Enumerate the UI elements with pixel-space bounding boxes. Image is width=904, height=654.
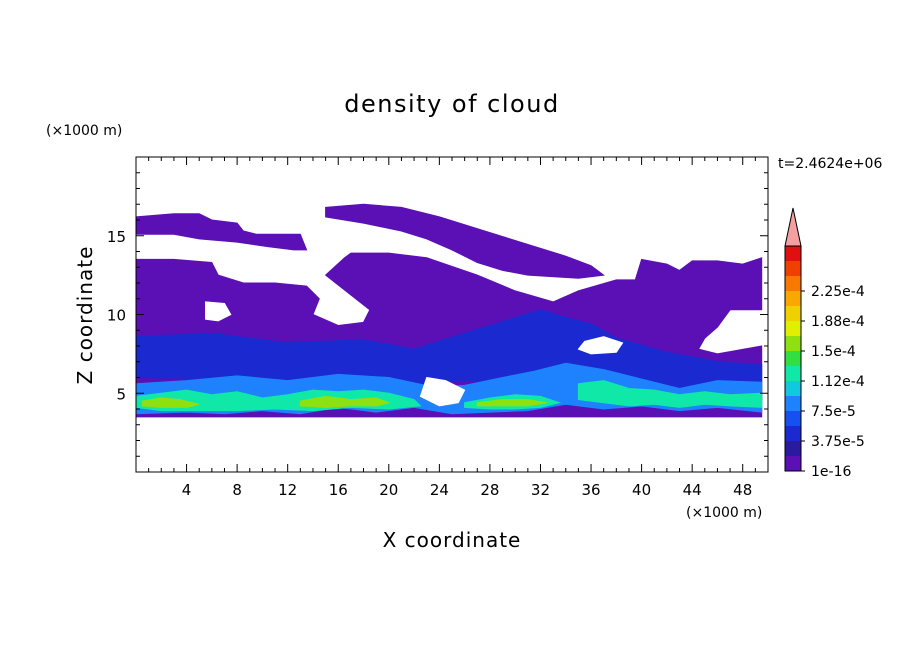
- y-tick-label: 5: [116, 385, 126, 403]
- cloud-region-7: [577, 380, 763, 408]
- x-tick-label: 20: [379, 481, 398, 499]
- clear-gap-region: [577, 336, 624, 355]
- colorbar-segment: [785, 381, 801, 396]
- x-tick-label: 12: [278, 481, 297, 499]
- cloud-region-0: [135, 213, 308, 251]
- colorbar-label: 1.5e-4: [811, 344, 856, 360]
- colorbar-segment: [785, 291, 801, 306]
- cloud-region-8: [141, 397, 200, 408]
- x-tick-label: 44: [683, 481, 702, 499]
- colorbar-segment: [785, 441, 801, 456]
- x-tick-label: 4: [182, 481, 192, 499]
- y-axis-ticks: 5 10 15: [107, 172, 768, 457]
- x-unit-label: (×1000 m): [686, 505, 762, 521]
- y-unit-label: (×1000 m): [46, 123, 122, 139]
- colorbar: 1e-16 3.75e-5 7.5e-5 1.12e-4 1.5e-4 1.88e-4 2.…: [784, 207, 865, 480]
- contour-regions: [135, 203, 763, 418]
- x-tick-label: 24: [430, 481, 449, 499]
- colorbar-label: 1e-16: [811, 464, 851, 480]
- time-label: t=2.4624e+06: [778, 156, 882, 172]
- y-tick-label: 10: [107, 307, 126, 325]
- colorbar-label: 3.75e-5: [811, 434, 865, 450]
- y-tick-label: 15: [107, 228, 126, 246]
- clear-gap-region: [205, 301, 232, 322]
- colorbar-segment: [785, 276, 801, 291]
- x-tick-label: 32: [531, 481, 550, 499]
- cloud-region-1: [325, 203, 605, 279]
- x-tick-label: 8: [232, 481, 242, 499]
- colorbar-segment: [785, 336, 801, 351]
- x-tick-label: 36: [581, 481, 600, 499]
- colorbar-segment: [785, 426, 801, 441]
- x-tick-label: 16: [329, 481, 348, 499]
- cloud-region-9: [299, 395, 391, 408]
- chart-title: density of cloud: [344, 90, 559, 118]
- clear-gap-region: [419, 376, 466, 407]
- x-tick-label: 48: [733, 481, 752, 499]
- x-tick-label: 28: [480, 481, 499, 499]
- colorbar-label: 1.12e-4: [811, 374, 865, 390]
- colorbar-label: 1.88e-4: [811, 314, 865, 330]
- colorbar-segment: [785, 366, 801, 381]
- cloud-region-10: [476, 399, 547, 407]
- colorbar-segment: [785, 351, 801, 366]
- colorbar-overflow-arrow: [784, 207, 802, 247]
- colorbar-segment: [785, 321, 801, 336]
- y-axis-label: Z coordinate: [73, 246, 97, 385]
- colorbar-segment: [785, 411, 801, 426]
- colorbar-frame: [784, 245, 802, 472]
- colorbar-label: 7.5e-5: [811, 404, 856, 420]
- colorbar-segment: [785, 246, 801, 261]
- colorbar-segment: [785, 261, 801, 276]
- x-tick-label: 40: [632, 481, 651, 499]
- colorbar-label: 2.25e-4: [811, 284, 865, 300]
- colorbar-segment: [785, 396, 801, 411]
- x-axis-label: X coordinate: [383, 528, 522, 552]
- colorbar-segment: [785, 306, 801, 321]
- x-axis-ticks: 4 8 12 16 20 24 28 32 36 40 44 48: [148, 157, 756, 499]
- colorbar-segment: [785, 456, 801, 471]
